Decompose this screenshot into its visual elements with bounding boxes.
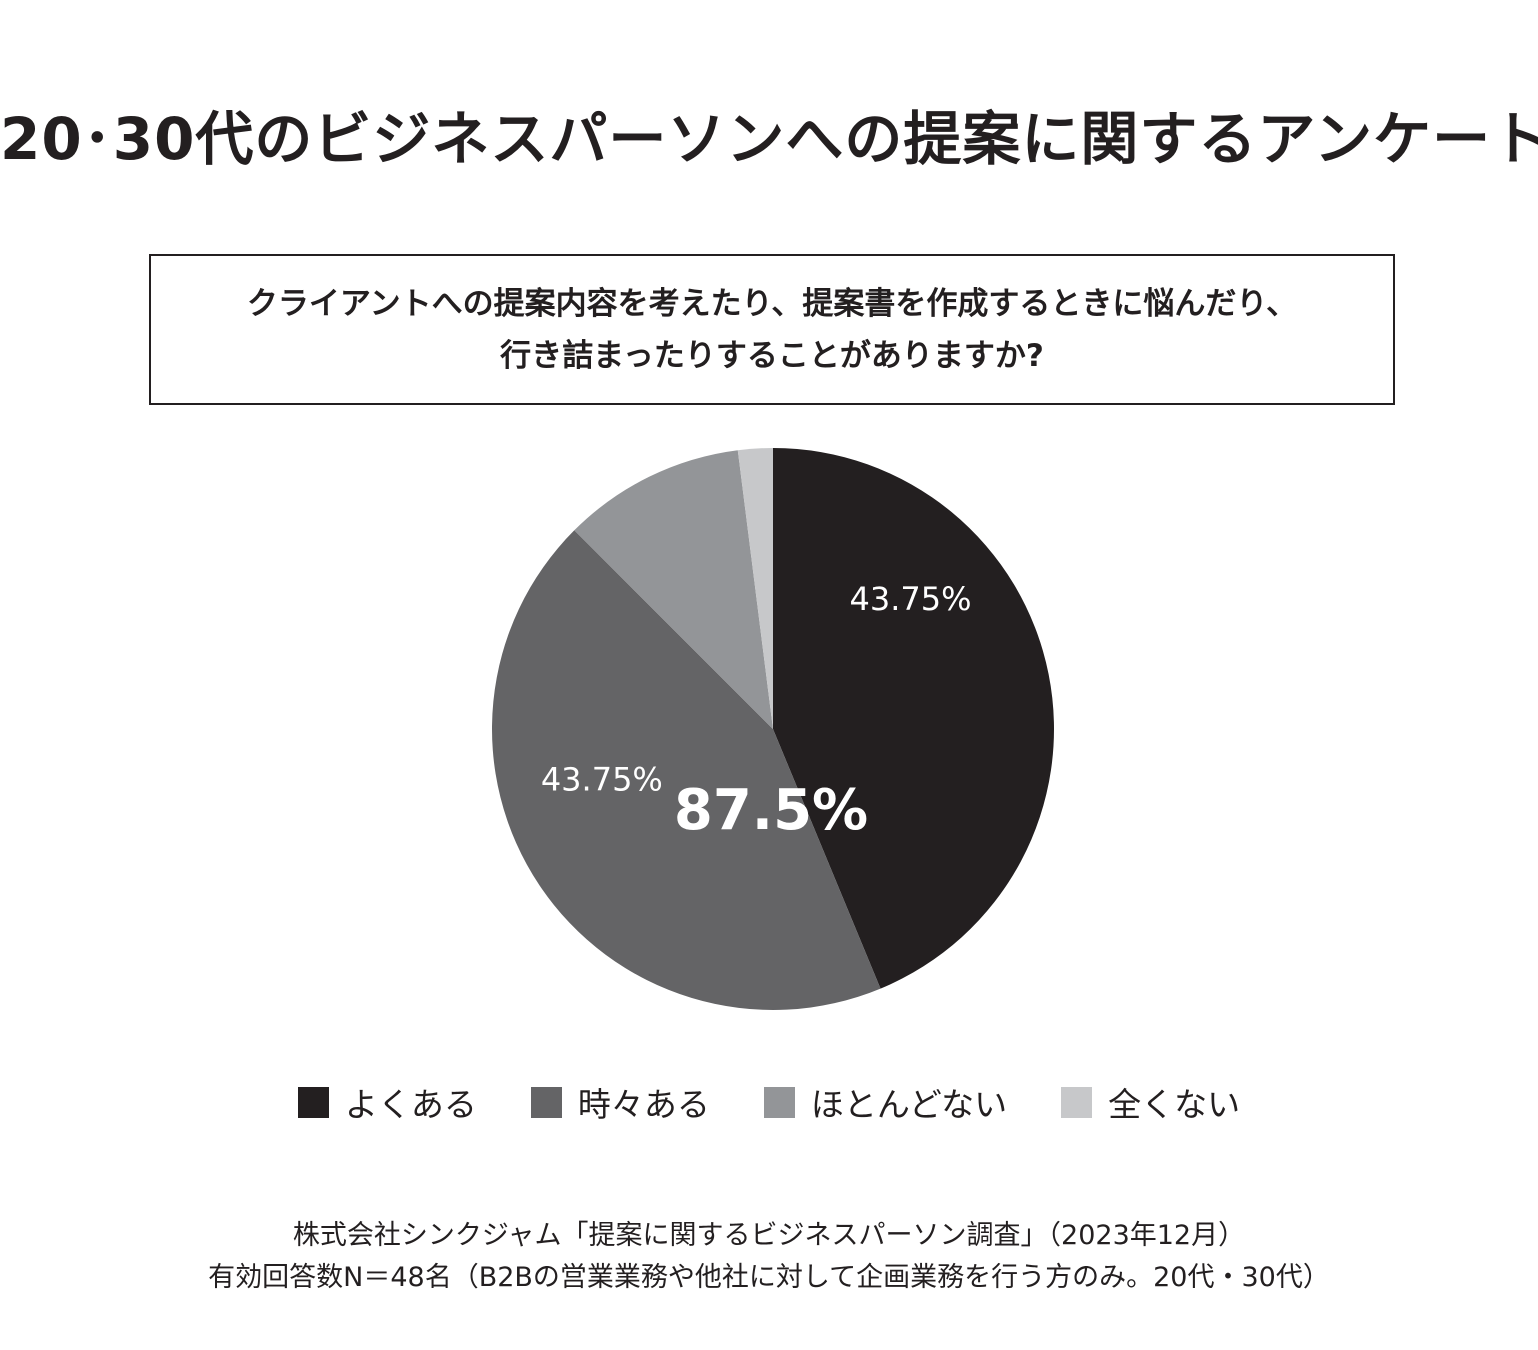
legend-label-yoku-aru: よくある [344,1085,477,1124]
legend-swatch-mattaku-nai [1061,1086,1093,1118]
question-box: クライアントへの提案内容を考えたり、提案書を作成するときに悩んだり、 行き詰まっ… [149,254,1395,405]
legend-label-mattaku-nai: 全くない [1108,1085,1241,1124]
legend-label-hotondo-nai: ほとんどない [810,1085,1008,1124]
legend-swatch-yoku-aru [297,1086,329,1118]
source-line-1: 株式会社シンクジャム「提案に関するビジネスパーソン調査」（2023年12月） [292,1220,1246,1251]
question-line-2: 行き詰まったりすることがありますか? [500,337,1044,374]
legend-item-yoku-aru: よくある [297,1078,477,1126]
source-line-2: 有効回答数N＝48名（B2Bの営業業務や他社に対して企画業務を行う方のみ。20代… [208,1262,1330,1293]
pie-slice-3 [574,450,773,729]
page-title: 20･30代のビジネスパーソンへの提案に関するアンケート [0,105,1538,173]
pie-slice-2 [491,530,881,1011]
slice-label-2: 43.75% [541,760,663,798]
pie-slice-4 [737,448,773,729]
legend-item-tokidoki-aru: 時々ある [530,1078,710,1126]
question-line-1: クライアントへの提案内容を考えたり、提案書を作成するときに悩んだり、 [246,285,1298,322]
pie-slice-1 [773,448,1055,989]
chart-legend: よくある 時々ある ほとんどない 全くない [0,1077,1538,1127]
combined-percentage-annotation: 87.5% [674,778,868,843]
legend-swatch-tokidoki-aru [530,1086,562,1118]
legend-swatch-hotondo-nai [763,1086,795,1118]
source-note: 株式会社シンクジャム「提案に関するビジネスパーソン調査」（2023年12月） 有… [0,1215,1538,1299]
legend-item-hotondo-nai: ほとんどない [763,1078,1008,1126]
legend-label-tokidoki-aru: 時々ある [577,1085,710,1124]
slice-label-1: 43.75% [849,580,971,618]
legend-item-mattaku-nai: 全くない [1061,1078,1240,1126]
